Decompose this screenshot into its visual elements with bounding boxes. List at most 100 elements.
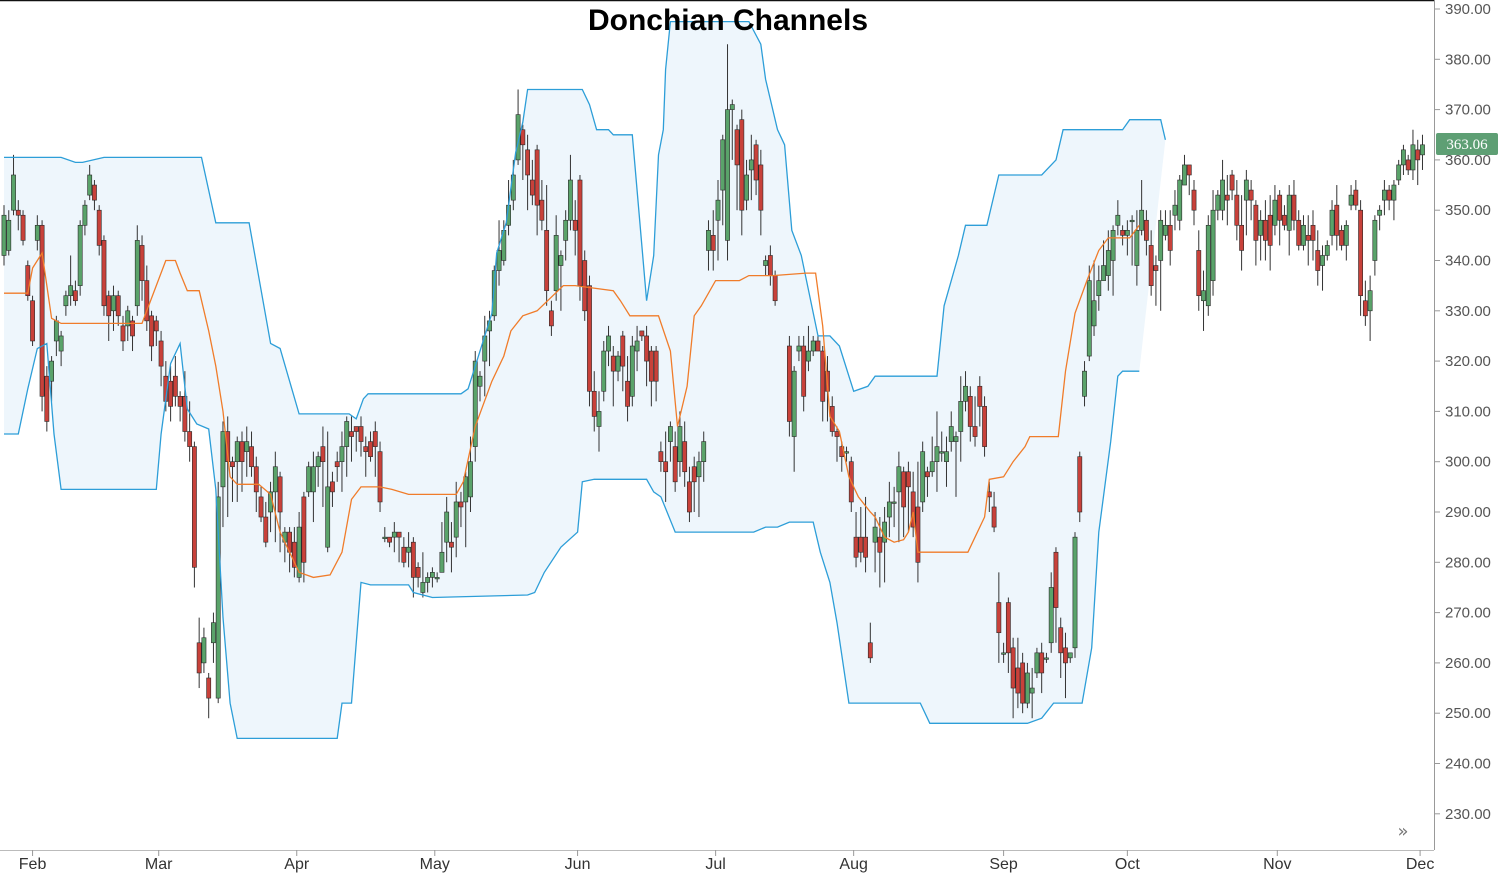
candle-up xyxy=(310,466,316,493)
candle-up xyxy=(1001,652,1006,655)
candle-up xyxy=(453,501,459,538)
candle-up xyxy=(220,431,226,488)
candle-down xyxy=(544,230,550,291)
candle-up xyxy=(1115,214,1121,226)
candle-down xyxy=(349,431,354,437)
x-tick-label: Jul xyxy=(705,856,725,873)
candle-down xyxy=(925,471,930,478)
candle-up xyxy=(1096,280,1102,297)
y-tick-label: 270.00 xyxy=(1445,605,1491,622)
candle-up xyxy=(477,375,483,387)
candle-up xyxy=(796,345,802,352)
candle-up xyxy=(715,199,721,221)
candle-down xyxy=(1253,204,1259,241)
candle-down xyxy=(710,235,716,251)
upper-band-line xyxy=(4,20,1167,420)
candle-up xyxy=(1367,290,1373,312)
candle-down xyxy=(1010,647,1016,689)
candle-up xyxy=(6,219,12,251)
candle-down xyxy=(139,245,145,281)
candle-up xyxy=(434,577,440,580)
candle-up xyxy=(1067,652,1073,659)
candle-up xyxy=(1048,587,1054,644)
candle-up xyxy=(1286,194,1292,231)
candle-up xyxy=(934,446,940,462)
candle-down xyxy=(115,295,121,317)
y-axis: 230.00 240.00 250.00 260.00 270.00 280.00 290.… xyxy=(1434,1,1491,823)
candle-up xyxy=(344,421,350,447)
candle-up xyxy=(1410,144,1416,171)
candle-down xyxy=(225,431,231,462)
x-tick-label: Oct xyxy=(1115,856,1140,873)
candle-up xyxy=(1044,657,1049,660)
candle-down xyxy=(101,240,107,307)
candle-down xyxy=(120,325,126,342)
candle-up xyxy=(958,401,964,432)
y-tick-label: 380.00 xyxy=(1445,51,1491,68)
candle-up xyxy=(125,310,131,327)
candle-down xyxy=(1191,189,1197,211)
candle-down xyxy=(1267,214,1273,246)
candle-down xyxy=(44,375,50,422)
candle-up xyxy=(558,255,564,266)
candle-up xyxy=(1177,179,1183,221)
candle-up xyxy=(1243,179,1249,201)
candle-down xyxy=(1310,224,1316,241)
candle-up xyxy=(272,466,278,493)
y-tick-label: 240.00 xyxy=(1445,756,1491,773)
candle-down xyxy=(982,406,987,447)
x-axis: Feb Mar Apr May Jun Jul Aug Sep Oct Nov Dec xyxy=(19,850,1434,873)
candle-down xyxy=(1077,456,1083,513)
candle-down xyxy=(253,466,259,493)
x-tick-label: Sep xyxy=(989,856,1018,873)
candle-up xyxy=(944,451,949,463)
candle-down xyxy=(387,536,392,543)
scroll-to-latest-button[interactable]: » xyxy=(1390,820,1416,846)
candle-down xyxy=(1120,230,1125,236)
candle-up xyxy=(1034,652,1040,674)
candle-down xyxy=(144,280,150,322)
candle-down xyxy=(996,602,1002,634)
candle-down xyxy=(1334,204,1340,236)
candle-up xyxy=(1072,536,1078,649)
candle-up xyxy=(696,461,702,478)
candle-down xyxy=(834,431,840,437)
candle-up xyxy=(87,174,93,196)
candle-down xyxy=(539,199,545,221)
candle-down xyxy=(644,335,649,362)
x-tick-label: Apr xyxy=(284,856,310,873)
candle-down xyxy=(758,164,764,211)
candle-down xyxy=(277,476,283,513)
candle-down xyxy=(877,536,883,553)
y-tick-label: 370.00 xyxy=(1445,102,1491,119)
candle-down xyxy=(1058,627,1064,654)
candle-down xyxy=(1415,149,1421,161)
candle-up xyxy=(1377,209,1383,216)
candle-down xyxy=(130,320,135,337)
candle-up xyxy=(425,577,431,583)
last-price-badge xyxy=(1436,133,1498,155)
candle-up xyxy=(201,637,207,664)
candle-up xyxy=(1420,144,1425,156)
candle-down xyxy=(177,396,183,407)
candle-up xyxy=(963,385,968,402)
candle-down xyxy=(610,355,616,372)
candle-up xyxy=(1258,219,1264,236)
candle-up xyxy=(429,572,435,578)
candle-up xyxy=(496,250,502,271)
y-tick-label: 360.00 xyxy=(1445,152,1491,169)
candle-up xyxy=(58,335,64,352)
candle-down xyxy=(15,209,21,216)
candle-up xyxy=(53,320,59,342)
candle-down xyxy=(739,119,745,211)
candle-down xyxy=(20,214,26,241)
candle-down xyxy=(358,426,364,442)
candle-down xyxy=(30,300,35,342)
candle-down xyxy=(192,446,197,568)
last-price-marker: 363.06 xyxy=(1436,133,1498,155)
y-tick-label: 250.00 xyxy=(1445,705,1491,722)
candle-up xyxy=(1401,149,1406,166)
candle-up xyxy=(953,436,959,442)
x-tick-label: Feb xyxy=(19,856,47,873)
candle-down xyxy=(1353,189,1359,206)
